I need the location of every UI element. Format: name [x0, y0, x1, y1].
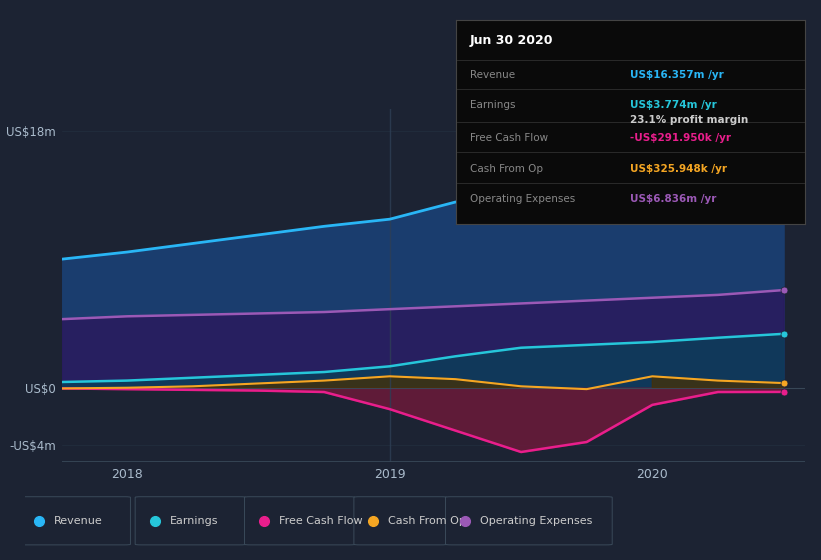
Text: 23.1% profit margin: 23.1% profit margin [631, 115, 749, 125]
Text: US$325.948k /yr: US$325.948k /yr [631, 164, 727, 174]
Text: Earnings: Earnings [169, 516, 218, 526]
Text: Cash From Op: Cash From Op [388, 516, 466, 526]
FancyBboxPatch shape [20, 497, 131, 545]
Text: Operating Expenses: Operating Expenses [479, 516, 592, 526]
Text: Earnings: Earnings [470, 100, 515, 110]
Text: -US$291.950k /yr: -US$291.950k /yr [631, 133, 732, 143]
Text: Jun 30 2020: Jun 30 2020 [470, 34, 553, 47]
FancyBboxPatch shape [354, 497, 447, 545]
Text: Revenue: Revenue [470, 70, 515, 80]
Text: Cash From Op: Cash From Op [470, 164, 543, 174]
FancyBboxPatch shape [245, 497, 355, 545]
Text: US$3.774m /yr: US$3.774m /yr [631, 100, 717, 110]
Text: Free Cash Flow: Free Cash Flow [470, 133, 548, 143]
Text: US$16.357m /yr: US$16.357m /yr [631, 70, 724, 80]
FancyBboxPatch shape [446, 497, 612, 545]
Text: Free Cash Flow: Free Cash Flow [279, 516, 362, 526]
Text: US$6.836m /yr: US$6.836m /yr [631, 194, 717, 204]
Text: Revenue: Revenue [54, 516, 103, 526]
Text: Operating Expenses: Operating Expenses [470, 194, 575, 204]
FancyBboxPatch shape [135, 497, 245, 545]
